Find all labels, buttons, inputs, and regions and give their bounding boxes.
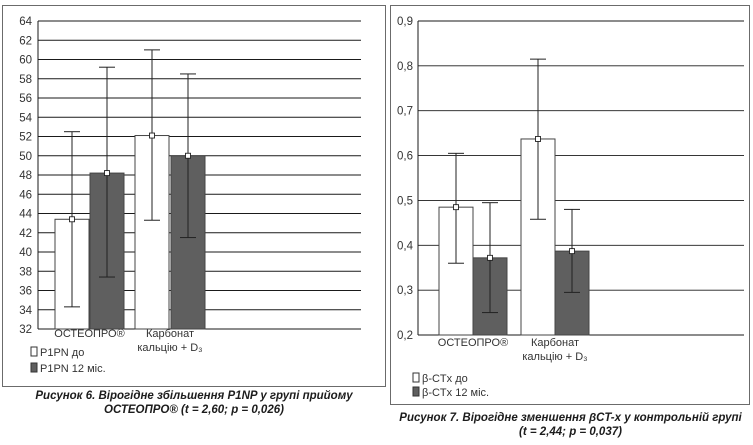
y-tick-label: 0,5: [397, 195, 413, 207]
y-tick-label: 62: [19, 35, 32, 47]
caption-line: (t = 2,44; p = 0,037): [519, 426, 622, 438]
y-tick-label: 0,7: [397, 106, 413, 118]
x-tick-label: ОСТЕОПРО®: [438, 337, 508, 349]
x-tick-label: Карбонат: [146, 328, 194, 340]
legend-swatch: [30, 362, 38, 373]
caption-line: Рисунок 6. Вірогідне збільшення P1NP у г…: [35, 390, 353, 402]
legend-swatch: [30, 346, 38, 357]
mean-marker: [185, 152, 191, 159]
y-tick-label: 42: [19, 228, 32, 240]
y-tick-label: 0,6: [397, 151, 413, 163]
chart-bctx: 0,2 0,3 0,4 0,5 0,6 0,7 0,8 0,9 ОСТЕОПРО® Карбона…: [397, 16, 744, 399]
y-tick-label: 0,2: [397, 330, 413, 342]
mean-marker: [535, 136, 541, 142]
y-tick-label: 38: [19, 266, 32, 278]
y-tick-label: 44: [19, 209, 32, 221]
legend-label: β-CTx до: [422, 373, 468, 385]
legend-label: β-CTx 12 міс.: [422, 387, 489, 399]
figure-caption-6: Рисунок 6. Вірогідне збільшення P1NP у г…: [0, 389, 388, 417]
y-tick-label: 32: [19, 324, 32, 336]
y-tick-label: 64: [19, 16, 32, 28]
y-tick-label: 40: [19, 247, 32, 259]
mean-marker: [487, 254, 493, 261]
legend-label: P1PN до: [40, 347, 84, 359]
y-tick-label: 54: [19, 112, 32, 124]
mean-marker: [569, 248, 575, 255]
y-tick-label: 50: [19, 151, 32, 163]
y-tick-label: 0,3: [397, 285, 413, 297]
y-tick-label: 58: [19, 74, 32, 86]
mean-marker: [104, 170, 110, 177]
legend-label: P1PN 12 міс.: [40, 363, 106, 375]
y-tick-label: 46: [19, 189, 32, 201]
figure-caption-7: Рисунок 7. Вірогідне зменшення βCT-x у к…: [388, 411, 753, 439]
y-tick-label: 0,4: [397, 240, 414, 252]
chart-panel-p1np: 32 34 36 38 40 42 44 46 48 50 52 54 56 58 60 62 64 ОСТЕОП…: [2, 5, 386, 387]
legend-swatch: [412, 386, 420, 397]
mean-marker: [149, 132, 155, 139]
y-tick-label: 48: [19, 170, 32, 182]
y-tick-label: 0,9: [397, 16, 413, 28]
x-tick-label: кальцію + D₃: [137, 342, 202, 354]
y-tick-label: 34: [19, 305, 32, 317]
mean-marker: [69, 216, 75, 223]
y-tick-label: 60: [19, 55, 32, 67]
x-tick-label: ОСТЕОПРО®: [54, 328, 124, 340]
caption-line: Рисунок 7. Вірогідне зменшення βCT-x у к…: [399, 412, 742, 424]
caption-line: ОСТЕОПРО® (t = 2,60; p = 0,026): [104, 404, 284, 416]
chart-p1np: 32 34 36 38 40 42 44 46 48 50 52 54 56 58 60 62 64 ОСТЕОП…: [19, 16, 361, 375]
legend-swatch: [412, 372, 420, 383]
y-tick-label: 0,8: [397, 61, 413, 73]
chart-panel-bctx: 0,2 0,3 0,4 0,5 0,6 0,7 0,8 0,9 ОСТЕОПРО® Карбона…: [390, 5, 750, 405]
y-tick-label: 56: [19, 93, 32, 105]
mean-marker: [453, 204, 459, 211]
y-tick-label: 52: [19, 132, 32, 144]
x-tick-label: кальцію + D₃: [522, 351, 587, 363]
y-tick-label: 36: [19, 286, 32, 298]
x-tick-label: Карбонат: [531, 337, 579, 349]
